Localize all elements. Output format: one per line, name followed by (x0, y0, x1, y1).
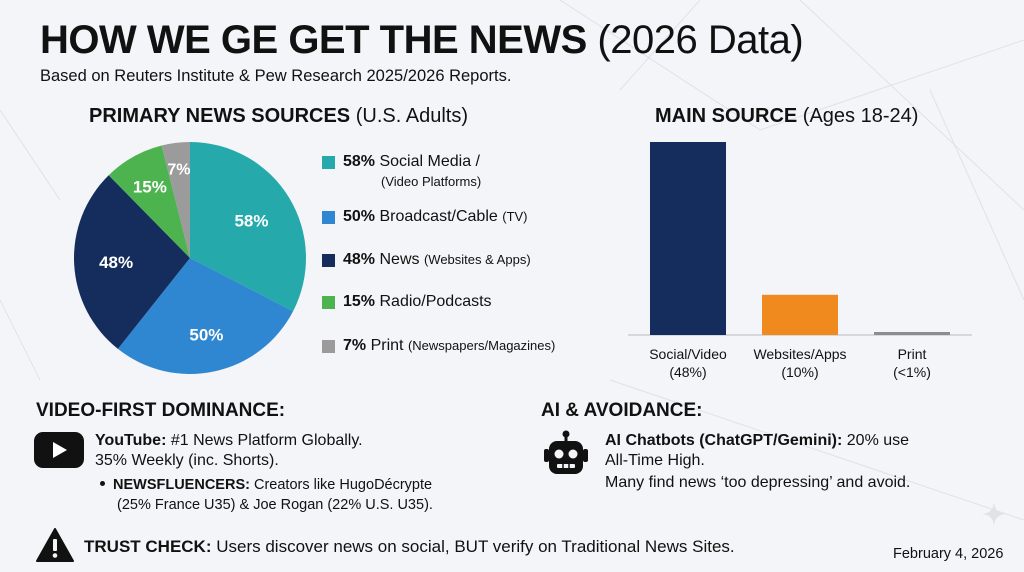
pie-slice-social (190, 142, 306, 312)
bar-print (874, 332, 950, 335)
bar-value-label: (<1%) (893, 364, 931, 380)
trust-check: TRUST CHECK: Users discover news on soci… (84, 537, 735, 557)
pie-label-websites: 48% (99, 253, 133, 272)
legend-item-broadcast: 50% Broadcast/Cable (TV) (322, 207, 528, 226)
page-title: HOW WE GE GET THE NEWS (2026 Data) (40, 18, 804, 63)
legend-name: Radio/Podcasts (379, 293, 492, 310)
youtube-stat: #1 News Platform Globally. (170, 432, 363, 449)
bar-chart-title: MAIN SOURCE (Ages 18-24) (655, 105, 918, 128)
ai-text: AI Chatbots (ChatGPT/Gemini): 20% use Al… (605, 431, 910, 493)
bar-chart: Social/Video (48%) Websites/Apps (10%) Print… (628, 142, 972, 380)
legend-percent: 48% (343, 251, 376, 268)
legend-name: Social Media / (379, 153, 480, 170)
date-label: February 4, 2026 (893, 546, 1004, 562)
trust-text: Users discover news on social, BUT verif… (216, 537, 735, 556)
pie-label-broadcast: 50% (189, 325, 223, 344)
ai-label: AI Chatbots (ChatGPT/Gemini): (605, 432, 843, 449)
legend-percent: 15% (343, 293, 376, 310)
bar-value-label: (10%) (781, 364, 818, 380)
page-subtitle: Based on Reuters Institute & Pew Researc… (40, 67, 512, 85)
ai-high: All-Time High. (605, 452, 705, 469)
bar-title-bold: MAIN SOURCE (655, 105, 798, 127)
newsfluencers-label: NEWSFLUENCERS: (113, 477, 250, 493)
bar-websites-apps (762, 294, 838, 335)
bar-category-label: Social/Video (649, 346, 727, 362)
pie-label-social: 58% (234, 212, 268, 231)
pie-slice-websites (74, 175, 190, 349)
youtube-weekly: 35% Weekly (inc. Shorts). (95, 452, 279, 469)
legend-name: News (379, 251, 420, 268)
legend-percent: 7% (343, 337, 367, 354)
legend-swatch (322, 254, 335, 267)
legend-name: Print (370, 337, 404, 354)
bar-value-label: (48%) (669, 364, 706, 380)
bar-title-light: (Ages 18-24) (802, 105, 919, 127)
legend-swatch (322, 211, 335, 224)
youtube-icon (34, 432, 84, 468)
youtube-label: YouTube: (95, 432, 167, 449)
legend-item-websites: 48% News (Websites & Apps) (322, 250, 531, 269)
ai-section-heading: AI & AVOIDANCE: (541, 400, 703, 421)
newsfluencers-detail: (25% France U35) & Joe Rogan (22% U.S. U… (117, 497, 433, 513)
robot-icon (544, 430, 588, 474)
pie-title-light: (U.S. Adults) (355, 105, 468, 127)
legend-name: Broadcast/Cable (379, 208, 498, 225)
newsfluencers-bullet: NEWSFLUENCERS: Creators like HugoDécrypt… (100, 475, 433, 515)
pie-slice-radio (108, 145, 190, 258)
title-year: (2026 Data) (597, 18, 804, 62)
legend-sub: (Video Platforms) (381, 174, 482, 189)
legend-sub: (Websites & Apps) (423, 252, 531, 267)
legend-swatch (322, 296, 335, 309)
pie-title-bold: PRIMARY NEWS SOURCES (89, 105, 351, 127)
pie-label-print: 7% (167, 162, 190, 179)
ai-avoidance: Many find news ‘too depressing’ and avoi… (605, 474, 911, 491)
youtube-text: YouTube: #1 News Platform Globally. 35% … (95, 431, 363, 471)
trust-label: TRUST CHECK: (84, 537, 212, 556)
pie-chart-title: PRIMARY NEWS SOURCES (U.S. Adults) (89, 105, 468, 128)
video-section-heading: VIDEO-FIRST DOMINANCE: (36, 400, 286, 421)
legend-swatch (322, 340, 335, 353)
legend-item-print: 7% Print (Newspapers/Magazines) (322, 336, 555, 355)
pie-label-radio: 15% (133, 178, 167, 197)
legend-percent: 50% (343, 208, 376, 225)
legend-sub: (Newspapers/Magazines) (407, 338, 556, 353)
legend-item-social: 58% Social Media / (Video Platforms) (322, 152, 481, 189)
newsfluencers-text: Creators like HugoDécrypte (253, 477, 433, 493)
legend-percent: 58% (343, 153, 376, 170)
sparkle-icon (982, 502, 1006, 526)
pie-slice-broadcast (117, 258, 294, 374)
pie-slice-print (161, 142, 190, 258)
pie-chart: 58% 50% 48% 15%7% (74, 142, 306, 374)
legend-sub: (TV) (502, 209, 528, 224)
bar-category-label: Websites/Apps (753, 346, 846, 362)
bar-social-video (650, 142, 726, 335)
bar-category-label: Print (898, 346, 927, 362)
warning-icon (36, 528, 74, 562)
legend-item-radio: 15% Radio/Podcasts (322, 292, 492, 311)
bullet-dot (100, 480, 105, 486)
title-main: HOW WE GE GET THE NEWS (40, 18, 587, 62)
ai-stat: 20% use (846, 432, 910, 449)
legend-swatch (322, 156, 335, 169)
